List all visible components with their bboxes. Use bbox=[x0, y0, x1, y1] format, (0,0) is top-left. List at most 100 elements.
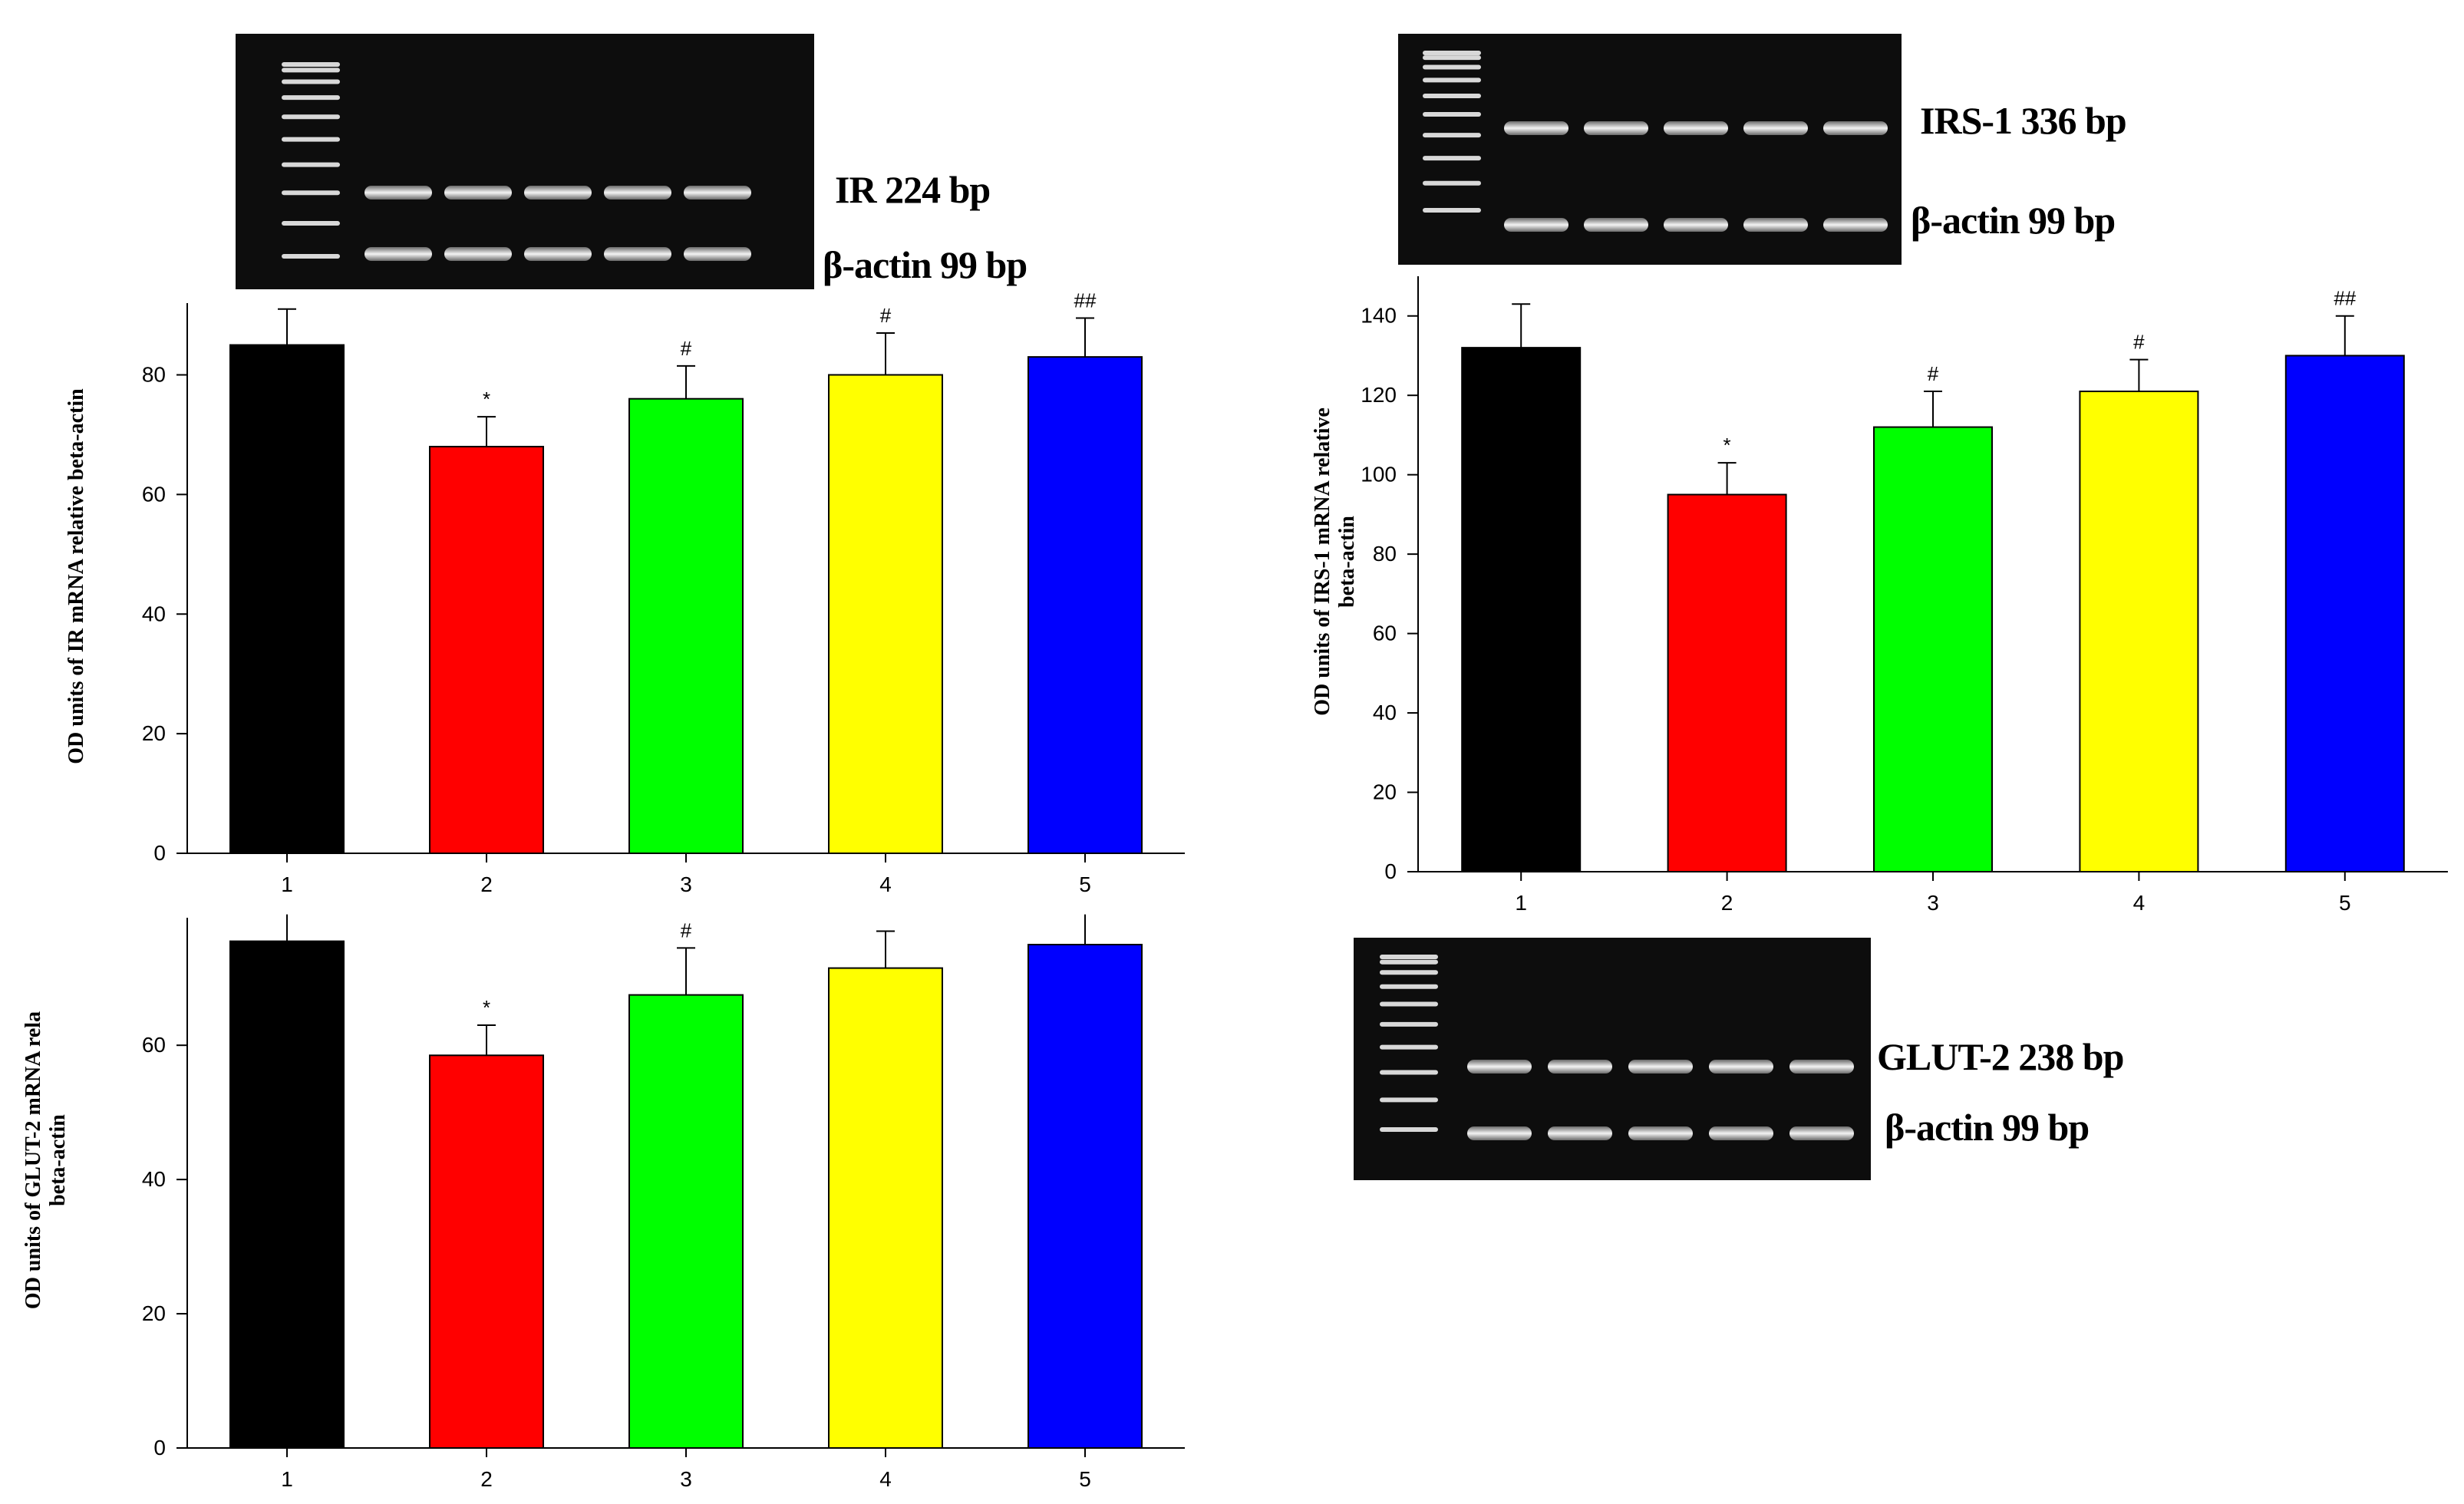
y-tick-label: 120 bbox=[1361, 383, 1397, 407]
y-tick-label: 0 bbox=[153, 1436, 166, 1459]
gel-ladder-band bbox=[1423, 180, 1481, 186]
significance-marker: # bbox=[1928, 362, 1939, 385]
gel-sample-band bbox=[1823, 218, 1888, 232]
x-tick-label: 1 bbox=[281, 1467, 293, 1491]
gel-sample-band bbox=[684, 247, 751, 261]
gel-sample-band bbox=[364, 186, 432, 200]
bar-2 bbox=[429, 1054, 544, 1450]
gel-ladder-band bbox=[282, 162, 340, 167]
gel-sample-band bbox=[1789, 1126, 1854, 1140]
gel-label-glut2-band: GLUT-2 238 bp bbox=[1877, 1035, 2124, 1078]
gel-sample-band bbox=[1584, 121, 1648, 135]
gel-image-glut2 bbox=[1354, 938, 1871, 1180]
x-tick-label: 3 bbox=[680, 1467, 692, 1491]
gel-ladder-band bbox=[1380, 1021, 1438, 1027]
significance-marker: ## bbox=[1074, 289, 1097, 312]
x-tick-label: 5 bbox=[1079, 872, 1091, 896]
significance-marker: # bbox=[681, 337, 692, 360]
x-tick-label: 2 bbox=[1721, 891, 1733, 915]
significance-marker: ## bbox=[2334, 287, 2356, 310]
gel-sample-band bbox=[1504, 121, 1568, 135]
x-tick-label: 1 bbox=[1515, 891, 1527, 915]
bar-5 bbox=[1027, 356, 1143, 854]
gel-ladder-band bbox=[282, 79, 340, 84]
gel-sample-band bbox=[1789, 1060, 1854, 1074]
gel-ladder-band bbox=[282, 221, 340, 226]
gel-label-ir-reference: β-actin 99 bp bbox=[823, 243, 1027, 286]
x-tick-label: 2 bbox=[480, 872, 493, 896]
gel-ladder-band bbox=[1423, 55, 1481, 61]
y-tick-label: 20 bbox=[142, 721, 166, 745]
gel-ladder-band bbox=[1380, 970, 1438, 975]
bar-5 bbox=[1027, 943, 1143, 1449]
bar-4 bbox=[828, 967, 943, 1450]
gel-ladder-band bbox=[1423, 78, 1481, 83]
y-tick-label: 140 bbox=[1361, 304, 1397, 328]
y-tick-label: 40 bbox=[142, 602, 166, 625]
gel-ladder-band bbox=[282, 68, 340, 73]
gel-ladder-band bbox=[1380, 1044, 1438, 1050]
chart-glut2: 0 20 40 60 1 * 2 #3 4 5 OD units of GLUT-2 mRNA r… bbox=[0, 0, 1197, 1504]
y-tick-label: 80 bbox=[1373, 542, 1397, 566]
chart-irs1-ylabel: OD units of IRS-1 mRNA relative beta-act… bbox=[1311, 301, 1360, 823]
gel-image-ir bbox=[236, 34, 814, 289]
gel-ladder-band bbox=[282, 95, 340, 101]
y-tick-label: 40 bbox=[142, 1167, 166, 1191]
gel-sample-band bbox=[1584, 218, 1648, 232]
gel-ladder-band bbox=[1380, 1127, 1438, 1132]
gel-label-irs1-reference: β-actin 99 bp bbox=[1911, 199, 2116, 242]
x-tick-label: 5 bbox=[1079, 1467, 1091, 1491]
gel-ladder-band bbox=[1423, 64, 1481, 70]
gel-sample-band bbox=[604, 186, 671, 200]
gel-ladder-band bbox=[1423, 112, 1481, 117]
bar-1 bbox=[229, 940, 345, 1449]
gel-sample-band bbox=[524, 247, 592, 261]
gel-sample-band bbox=[1823, 121, 1888, 135]
gel-sample-band bbox=[444, 247, 512, 261]
gel-ladder-band bbox=[1423, 94, 1481, 99]
gel-sample-band bbox=[684, 186, 751, 200]
x-tick-label: 3 bbox=[680, 872, 692, 896]
chart-glut2-svg: 0 20 40 60 1 * 2 #3 4 5 bbox=[142, 914, 1185, 1491]
chart-glut2-ylabel-line1: OD units of GLUT-2 mRNA rela bbox=[21, 1011, 45, 1310]
chart-ir: 0 20 40 60 80 1 * 2 #3 #4 ## 5 OD units of IR mRNA … bbox=[0, 0, 1197, 921]
significance-marker: # bbox=[2133, 331, 2145, 354]
gel-sample-band bbox=[444, 186, 512, 200]
bar-3 bbox=[628, 994, 744, 1449]
gel-sample-band bbox=[1664, 121, 1728, 135]
gel-sample-band bbox=[1709, 1126, 1773, 1140]
gel-ladder-band bbox=[1380, 959, 1438, 965]
gel-sample-band bbox=[1504, 218, 1568, 232]
x-tick-label: 4 bbox=[2133, 891, 2146, 915]
gel-sample-band bbox=[1467, 1126, 1532, 1140]
y-tick-label: 40 bbox=[1373, 701, 1397, 724]
y-tick-label: 60 bbox=[1373, 622, 1397, 645]
chart-glut2-ylabel: OD units of GLUT-2 mRNA rela beta-actin bbox=[21, 922, 71, 1398]
gel-ladder-band bbox=[282, 137, 340, 142]
bar-4 bbox=[2079, 391, 2199, 872]
y-tick-label: 60 bbox=[142, 482, 166, 506]
y-tick-label: 100 bbox=[1361, 463, 1397, 486]
gel-ladder-band bbox=[1380, 1070, 1438, 1075]
gel-sample-band bbox=[1743, 121, 1808, 135]
bar-1 bbox=[1461, 347, 1582, 872]
gel-bands-glut2 bbox=[1380, 955, 1854, 1140]
bar-2 bbox=[429, 446, 544, 854]
significance-marker: * bbox=[483, 388, 490, 411]
gel-bands-ir bbox=[282, 62, 751, 261]
x-tick-label: 4 bbox=[879, 1467, 892, 1491]
gel-ladder-band bbox=[282, 254, 340, 259]
gel-sample-band bbox=[524, 186, 592, 200]
gel-ladder-band bbox=[282, 114, 340, 120]
y-tick-label: 60 bbox=[142, 1033, 166, 1057]
x-tick-label: 5 bbox=[2339, 891, 2351, 915]
chart-irs1-ylabel-line2: beta-actin bbox=[1335, 516, 1359, 608]
chart-ir-svg: 0 20 40 60 80 1 * 2 #3 #4 ## 5 bbox=[142, 289, 1185, 896]
chart-irs1-ylabel-line1: OD units of IRS-1 mRNA relative bbox=[1311, 407, 1334, 716]
gel-sample-band bbox=[1628, 1126, 1693, 1140]
x-tick-label: 2 bbox=[480, 1467, 493, 1491]
bar-2 bbox=[1667, 493, 1787, 872]
y-tick-label: 0 bbox=[153, 841, 166, 865]
y-tick-label: 20 bbox=[1373, 780, 1397, 804]
